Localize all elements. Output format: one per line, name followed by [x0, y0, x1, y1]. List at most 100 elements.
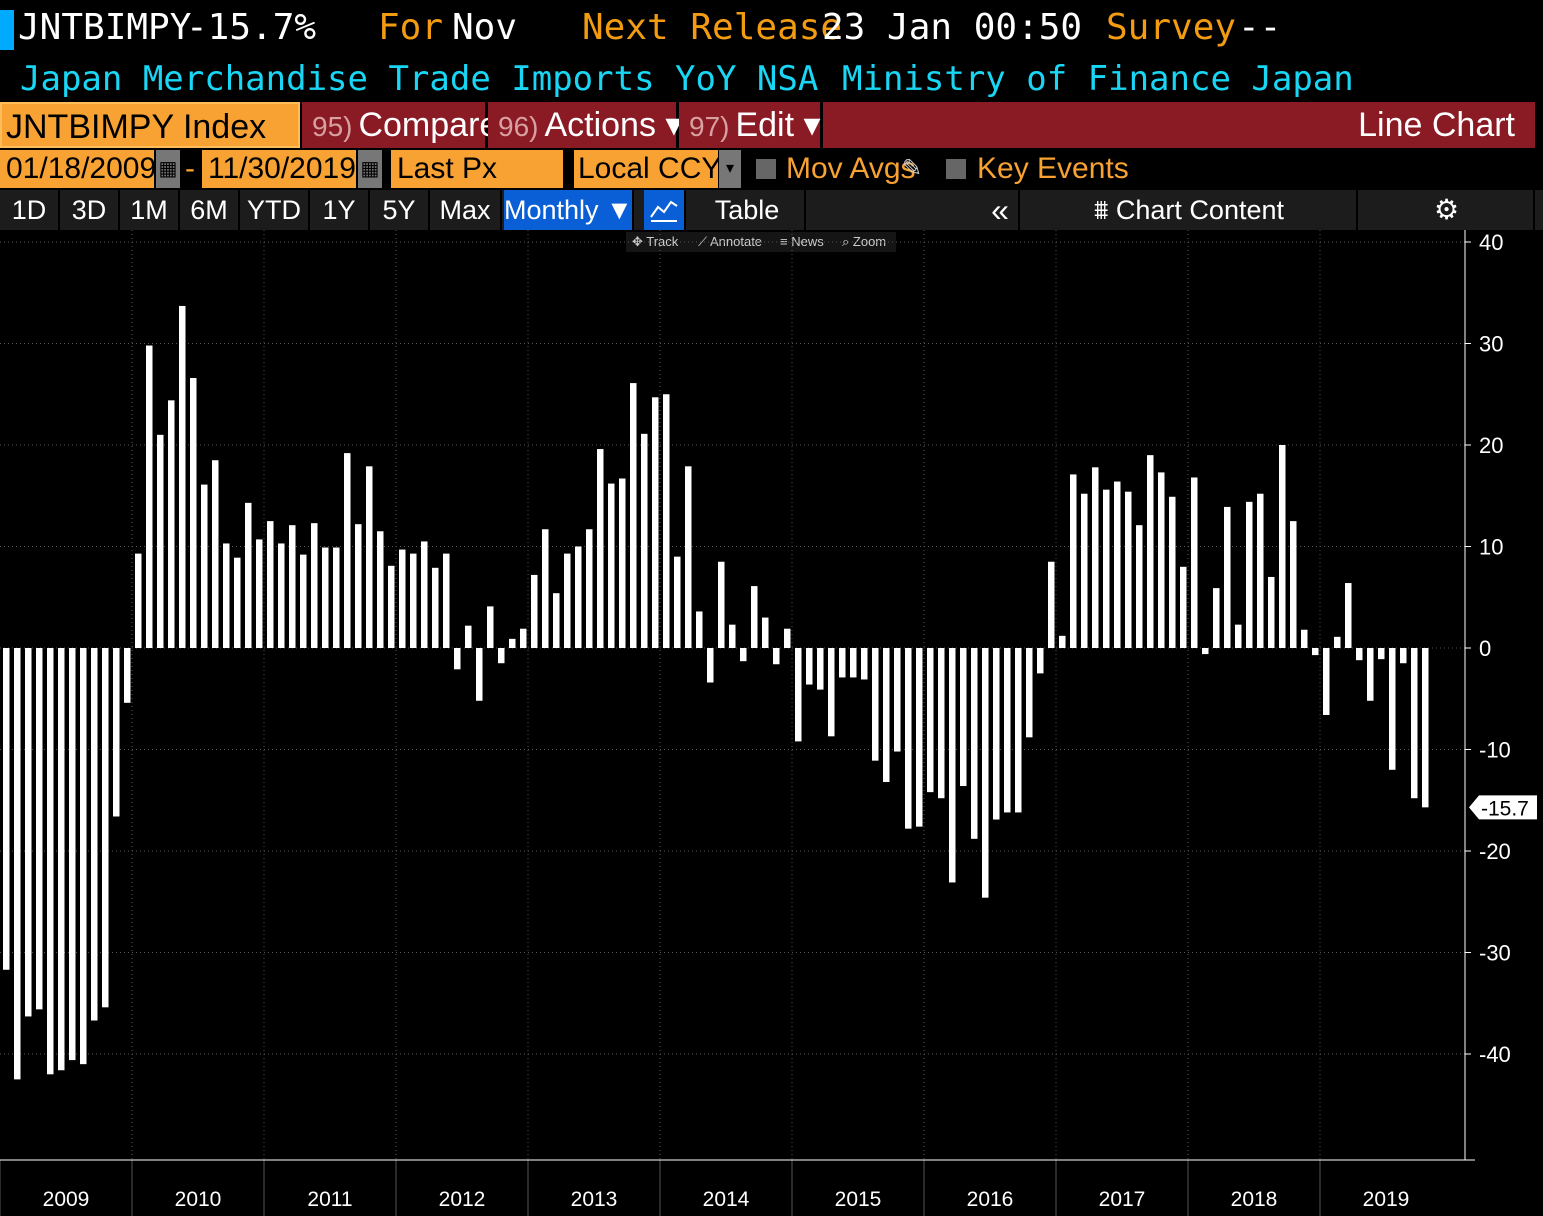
mov-avgs-checkbox[interactable]: [756, 159, 776, 179]
bar: [355, 524, 362, 648]
bar: [982, 648, 989, 898]
bar: [894, 648, 901, 752]
next-release-label: Next Release: [582, 7, 843, 48]
end-calendar-icon[interactable]: ▦: [358, 150, 382, 188]
date-separator: -: [185, 152, 195, 185]
bar: [1070, 474, 1077, 648]
bar: [1169, 496, 1176, 648]
bar: [1048, 561, 1055, 648]
table-button[interactable]: Table: [690, 190, 806, 230]
bar: [1334, 636, 1341, 648]
bar: [839, 648, 846, 678]
bar: [685, 466, 692, 648]
bar: [1323, 648, 1330, 715]
bar: [1378, 648, 1385, 660]
bar: [311, 523, 318, 648]
bar: [817, 648, 824, 690]
currency-select[interactable]: Local CCY: [574, 150, 721, 188]
selection-marker: [0, 10, 14, 50]
bar: [696, 611, 703, 648]
bar: [289, 525, 296, 648]
bar: [1059, 635, 1066, 648]
bar: [212, 460, 219, 648]
y-tick-label: -40: [1479, 1042, 1511, 1067]
key-events-checkbox[interactable]: [946, 159, 966, 179]
x-tick-label: 2010: [175, 1188, 222, 1211]
bar: [641, 433, 648, 648]
line-chart-icon[interactable]: [644, 190, 686, 230]
tab-1y[interactable]: 1Y: [310, 190, 370, 230]
tab-ytd[interactable]: YTD: [240, 190, 310, 230]
bar: [113, 648, 120, 817]
tab-1d[interactable]: 1D: [0, 190, 60, 230]
tab-3d[interactable]: 3D: [60, 190, 120, 230]
bar: [454, 648, 461, 670]
bar: [102, 648, 109, 1008]
tab-1m[interactable]: 1M: [120, 190, 180, 230]
bar: [1367, 648, 1374, 701]
bar: [1268, 576, 1275, 648]
bar: [465, 625, 472, 648]
bar: [1301, 629, 1308, 648]
bar: [960, 648, 967, 787]
bar: [1213, 588, 1220, 648]
price-field-select[interactable]: Last Px: [391, 150, 563, 188]
bar: [586, 529, 593, 648]
bar: [1389, 648, 1396, 770]
chart-content-button[interactable]: ⩩ Chart Content: [1022, 190, 1358, 230]
tab-5y[interactable]: 5Y: [370, 190, 430, 230]
currency-dropdown-icon[interactable]: ▾: [719, 150, 741, 188]
bar: [663, 394, 670, 648]
bar: [938, 648, 945, 799]
bar: [135, 553, 142, 648]
for-value: Nov: [452, 7, 518, 48]
bar: [344, 453, 351, 648]
bar: [80, 648, 87, 1065]
edit-label: Edit ▾: [735, 106, 821, 144]
y-tick-label: 30: [1479, 332, 1503, 357]
frequency-dropdown[interactable]: Monthly ▼: [504, 190, 634, 230]
actions-button[interactable]: 96) Actions ▾: [488, 102, 682, 148]
x-tick-label: 2009: [43, 1188, 90, 1211]
tab-6m[interactable]: 6M: [180, 190, 240, 230]
last-value-tag: [1469, 795, 1537, 820]
bar: [1257, 493, 1264, 648]
survey-value: --: [1238, 7, 1282, 48]
compare-button[interactable]: 95) Compare: [302, 102, 498, 148]
y-tick-label: 40: [1479, 230, 1503, 255]
bar: [828, 648, 835, 737]
track-tool[interactable]: ✥ Track: [632, 234, 679, 249]
bar: [784, 628, 791, 648]
pencil-icon[interactable]: ✎: [902, 155, 923, 182]
bar: [179, 305, 186, 648]
x-tick-label: 2015: [835, 1188, 882, 1211]
bar: [487, 606, 494, 648]
gear-icon[interactable]: ⚙: [1360, 190, 1535, 230]
chart-type-label[interactable]: Line Chart: [823, 102, 1535, 148]
tab-max[interactable]: Max: [430, 190, 502, 230]
bar: [3, 648, 10, 970]
bar: [1246, 501, 1253, 648]
bar: [1290, 521, 1297, 648]
end-date-input[interactable]: 11/30/2019: [202, 150, 356, 188]
news-tool[interactable]: ≡ News: [780, 234, 824, 249]
edit-button[interactable]: 97) Edit ▾: [679, 102, 821, 148]
bar: [652, 397, 659, 648]
bar: [256, 539, 263, 648]
bar: [157, 434, 164, 648]
start-calendar-icon[interactable]: ▦: [156, 150, 180, 188]
bar: [388, 565, 395, 648]
x-tick-label: 2019: [1363, 1188, 1410, 1211]
security-field[interactable]: JNTBIMPY Index: [0, 102, 300, 148]
bar: [1224, 506, 1231, 648]
bar: [575, 546, 582, 648]
bar: [300, 554, 307, 648]
annotate-tool[interactable]: ⟋ Annotate: [698, 234, 763, 249]
bar: [124, 648, 131, 703]
collapse-button[interactable]: «: [982, 190, 1020, 230]
bar: [1180, 566, 1187, 648]
start-date-input[interactable]: 01/18/2009: [0, 150, 156, 188]
x-tick-label: 2016: [967, 1188, 1014, 1211]
